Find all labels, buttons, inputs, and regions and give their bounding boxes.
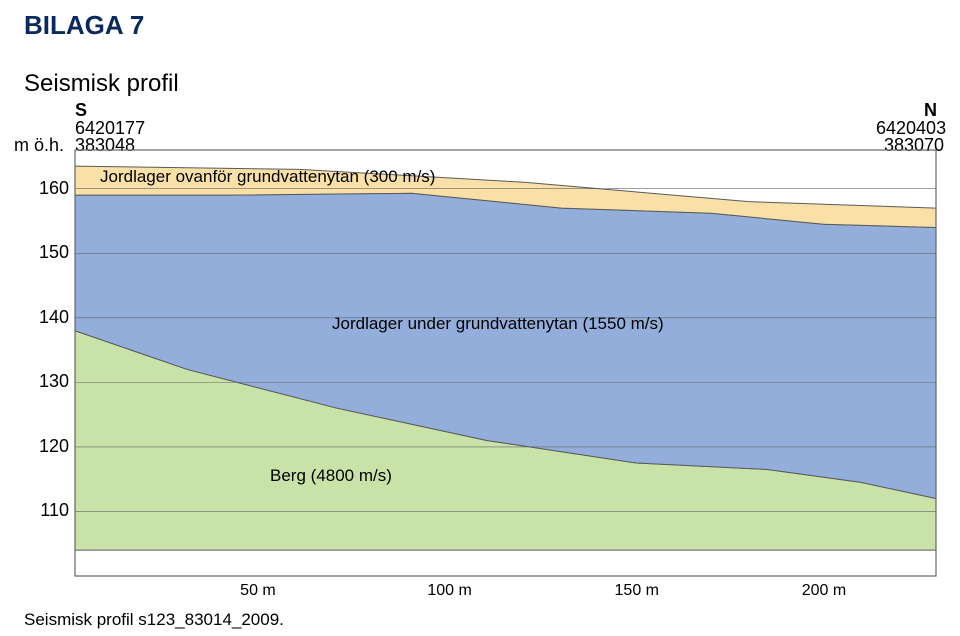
y-tick: 130 — [19, 371, 69, 392]
x-tick: 150 m — [615, 582, 659, 600]
x-tick: 200 m — [802, 582, 846, 600]
y-tick: 110 — [19, 500, 69, 521]
y-tick: 120 — [19, 436, 69, 457]
layer-label-mid: Jordlager under grundvattenytan (1550 m/… — [332, 314, 664, 334]
layer-label-bot: Berg (4800 m/s) — [270, 466, 392, 486]
y-tick: 140 — [19, 307, 69, 328]
x-tick: 100 m — [427, 582, 471, 600]
y-tick: 160 — [19, 178, 69, 199]
layer-label-top: Jordlager ovanför grundvattenytan (300 m… — [100, 167, 435, 187]
figure-caption: Seismisk profil s123_83014_2009. — [24, 610, 284, 630]
y-tick: 150 — [19, 242, 69, 263]
x-tick: 50 m — [240, 582, 276, 600]
